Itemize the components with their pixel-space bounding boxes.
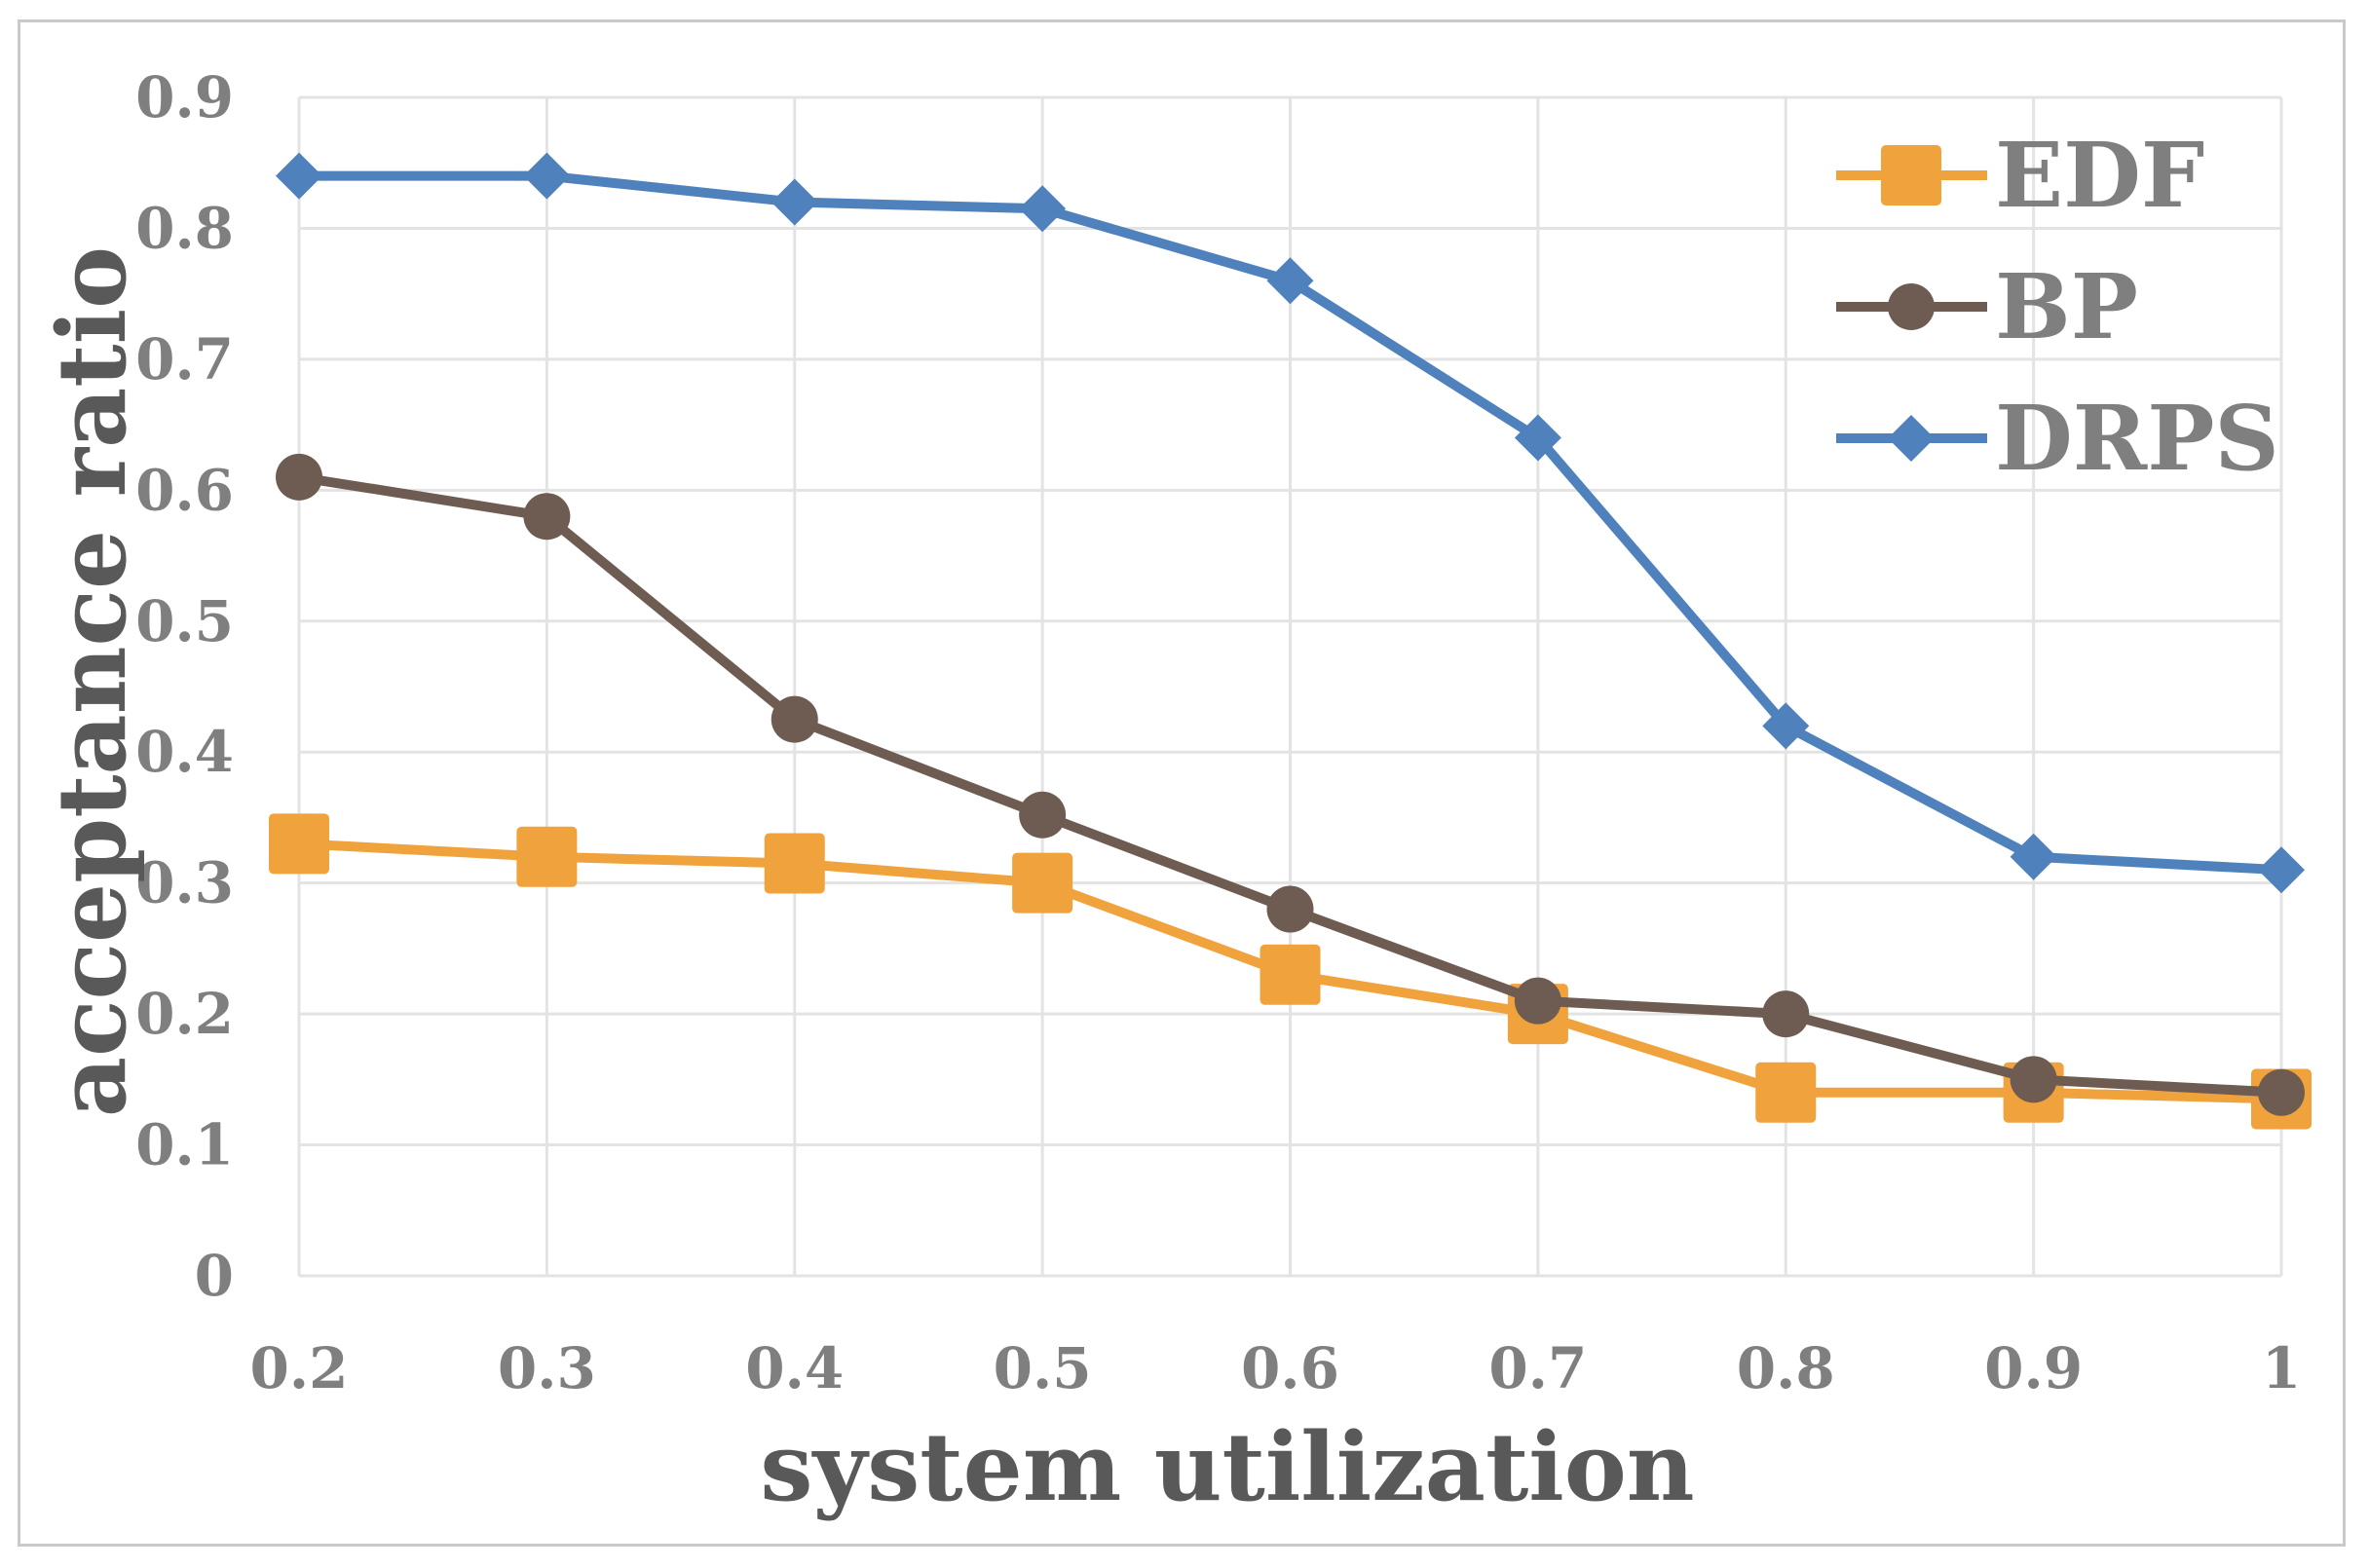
- legend-label: EDF: [1995, 123, 2204, 228]
- edf-point: [1755, 1062, 1817, 1123]
- y-tick-label: 0: [195, 1243, 234, 1309]
- y-axis-title: acceptance ratio: [37, 246, 147, 1117]
- bp-point: [2010, 1056, 2057, 1103]
- edf-point: [516, 826, 578, 887]
- y-axis-ticks: 0 0.1 0.2 0.3 0.4 0.5 0.6 0.7 0.8 0.9: [135, 64, 234, 1309]
- gridlines: [297, 95, 2283, 1278]
- x-tick-label: 0.8: [1737, 1335, 1835, 1401]
- drps-point: [2010, 833, 2057, 880]
- y-tick-label: 0.5: [135, 588, 234, 654]
- bp-point: [276, 453, 322, 501]
- bp-point: [771, 695, 818, 743]
- bp-point: [523, 493, 571, 541]
- x-tick-label: 0.2: [250, 1335, 349, 1401]
- drps-point: [1514, 414, 1561, 462]
- y-tick-label: 0.6: [135, 457, 234, 523]
- legend-item-bp: BP: [1836, 254, 2138, 359]
- x-axis-title: system utilization: [760, 1412, 1694, 1522]
- x-tick-label: 0.6: [1241, 1335, 1339, 1401]
- bp-point: [1266, 885, 1314, 933]
- drps-point: [1266, 257, 1314, 305]
- chart-frame: [18, 19, 2346, 1547]
- drps-point: [523, 152, 571, 200]
- bp-point: [2258, 1068, 2305, 1116]
- legend-label: DRPS: [1995, 386, 2279, 491]
- series-lines: [269, 152, 2312, 1130]
- y-tick-label: 0.7: [135, 326, 234, 392]
- y-tick-label: 0.8: [135, 195, 234, 261]
- bp-point: [1762, 990, 1810, 1038]
- edf-point: [764, 833, 825, 894]
- y-tick-label: 0.4: [135, 719, 234, 785]
- legend: EDF BP DRPS: [1836, 123, 2279, 491]
- x-tick-label: 0.4: [745, 1335, 844, 1401]
- series-bp: [276, 453, 2305, 1116]
- y-tick-label: 0.9: [135, 64, 234, 131]
- drps-point: [1019, 185, 1067, 233]
- edf-point: [269, 813, 329, 875]
- legend-label: BP: [1995, 254, 2138, 359]
- drps-point: [2258, 846, 2305, 894]
- legend-marker: [1888, 415, 1935, 462]
- x-tick-label: 0.5: [994, 1335, 1092, 1401]
- x-tick-label: 0.9: [1984, 1335, 2083, 1401]
- series-drps: [276, 152, 2305, 894]
- drps-point: [771, 178, 818, 226]
- legend-item-edf: EDF: [1836, 123, 2204, 228]
- x-axis-ticks: 0.2 0.3 0.4 0.5 0.6 0.7 0.8 0.9 1: [250, 1335, 2302, 1401]
- edf-point: [1012, 852, 1073, 914]
- y-tick-label: 0.1: [135, 1112, 234, 1178]
- drps-point: [276, 152, 322, 200]
- x-tick-label: 0.7: [1488, 1335, 1587, 1401]
- legend-marker: [1881, 145, 1941, 205]
- bp-point: [1514, 977, 1561, 1025]
- x-tick-label: 0.3: [498, 1335, 596, 1401]
- bp-point: [1019, 791, 1067, 839]
- drps-point: [1762, 702, 1810, 750]
- x-tick-label: 1: [2262, 1335, 2301, 1401]
- y-tick-label: 0.2: [135, 981, 234, 1047]
- edf-point: [1260, 944, 1321, 1005]
- legend-marker: [1888, 283, 1935, 330]
- y-tick-label: 0.3: [135, 850, 234, 916]
- legend-item-drps: DRPS: [1836, 386, 2279, 491]
